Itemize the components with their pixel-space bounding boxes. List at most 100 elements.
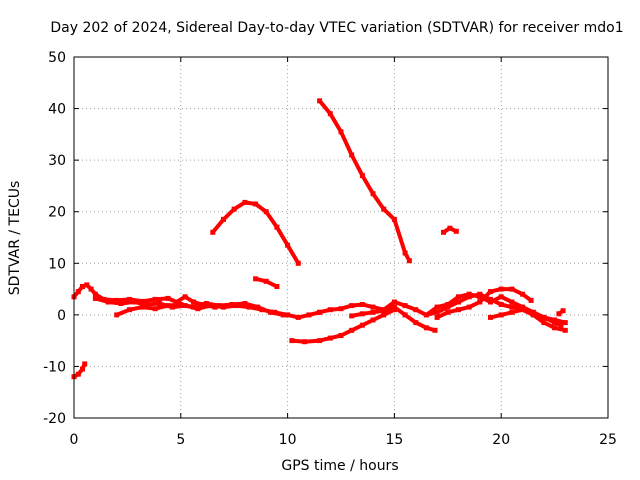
- series-arc-afternoon: [349, 304, 438, 333]
- data-point: [560, 308, 566, 314]
- data-point: [552, 325, 558, 331]
- data-point: [285, 242, 291, 248]
- series-arc-small-17h: [441, 225, 459, 235]
- data-point: [359, 311, 365, 317]
- data-point: [349, 152, 355, 158]
- data-point: [562, 320, 568, 326]
- data-point: [127, 296, 132, 302]
- y-tick-label: 50: [48, 50, 66, 66]
- data-point: [456, 294, 461, 300]
- x-tick-label: 25: [599, 432, 617, 448]
- data-point: [338, 306, 344, 312]
- series-arc-decline: [317, 98, 412, 264]
- data-point: [456, 299, 461, 305]
- data-point: [456, 307, 461, 313]
- data-point: [359, 173, 365, 179]
- data-point: [381, 308, 387, 314]
- data-point: [466, 294, 472, 300]
- x-tick-label: 0: [70, 432, 79, 448]
- series-arc-night: [488, 307, 568, 333]
- x-tick-label: 10: [279, 432, 297, 448]
- data-point: [105, 299, 111, 305]
- series-arc-noon-negative: [289, 307, 397, 345]
- data-point: [488, 289, 493, 295]
- data-point: [498, 286, 504, 292]
- data-point: [75, 371, 81, 377]
- x-axis-label: GPS time / hours: [281, 458, 398, 474]
- data-point: [423, 312, 429, 318]
- y-tick-label: 30: [48, 153, 66, 169]
- data-point: [203, 301, 209, 306]
- data-point: [327, 335, 333, 341]
- data-point: [178, 302, 184, 307]
- data-point: [263, 209, 269, 215]
- series-trace: [435, 287, 534, 320]
- data-point: [118, 301, 124, 306]
- y-axis-label: SDTVAR / TECUs: [7, 181, 23, 296]
- data-point: [498, 294, 504, 300]
- data-point: [498, 302, 504, 307]
- data-point: [528, 297, 534, 303]
- data-point: [552, 317, 558, 323]
- data-point: [445, 309, 451, 315]
- data-point: [562, 327, 568, 333]
- data-point: [317, 309, 323, 315]
- data-point: [466, 291, 472, 297]
- data-point: [445, 304, 451, 310]
- data-point: [263, 278, 269, 284]
- data-point: [432, 327, 438, 333]
- data-point: [381, 312, 387, 318]
- data-point: [253, 276, 259, 282]
- data-point: [406, 258, 412, 264]
- data-point: [114, 297, 120, 303]
- data-point: [317, 98, 323, 104]
- data-point: [447, 225, 453, 231]
- data-point: [274, 224, 280, 230]
- data-point: [127, 307, 132, 313]
- data-point: [139, 304, 145, 310]
- data-point: [317, 338, 323, 344]
- series-arc-morning-hump: [210, 199, 301, 266]
- data-point: [434, 314, 440, 320]
- data-point: [445, 302, 451, 307]
- data-point: [488, 299, 493, 305]
- data-point: [488, 296, 493, 302]
- series-trace: [210, 200, 301, 266]
- data-point: [359, 302, 365, 307]
- data-point: [195, 306, 201, 312]
- data-point: [338, 333, 344, 338]
- data-point: [477, 294, 483, 300]
- data-point: [370, 304, 376, 310]
- data-point: [370, 309, 376, 315]
- data-point: [210, 229, 216, 235]
- data-point: [509, 304, 515, 310]
- data-point: [84, 282, 90, 288]
- series-arc-evening-b: [434, 286, 534, 320]
- data-point: [558, 322, 564, 328]
- data-point: [114, 312, 120, 318]
- data-point: [274, 284, 280, 289]
- data-point: [466, 304, 472, 310]
- data-point: [349, 327, 355, 333]
- data-point: [402, 312, 408, 318]
- data-point: [165, 303, 171, 309]
- data-point: [509, 286, 515, 292]
- data-point: [327, 111, 333, 117]
- data-point: [370, 191, 376, 197]
- data-point: [80, 284, 85, 289]
- y-tick-label: 40: [48, 102, 66, 118]
- data-point: [530, 312, 536, 318]
- y-tick-label: 10: [48, 256, 66, 272]
- data-point: [242, 301, 248, 306]
- plot-frame: [73, 56, 609, 419]
- data-point: [520, 291, 526, 297]
- data-point: [182, 294, 188, 300]
- data-point: [370, 317, 376, 323]
- data-point: [280, 312, 286, 318]
- data-point: [349, 313, 355, 319]
- y-tick-label: -20: [43, 411, 66, 427]
- data-point: [191, 304, 197, 310]
- data-point: [530, 309, 536, 315]
- data-point: [391, 299, 397, 305]
- x-tick-label: 15: [385, 432, 403, 448]
